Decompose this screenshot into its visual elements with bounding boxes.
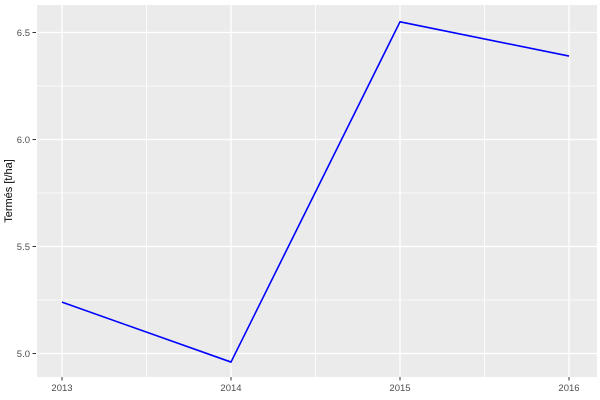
y-tick-label: 5.0 xyxy=(17,349,30,360)
y-tick-label: 6.5 xyxy=(17,28,30,39)
x-tick-label: 2015 xyxy=(389,383,410,394)
y-tick-label: 5.5 xyxy=(17,242,30,253)
plot-panel xyxy=(37,5,597,377)
y-axis-title: Termés [t/ha] xyxy=(3,159,15,223)
y-axis-tick-labels: 5.0 5.5 6.0 6.5 xyxy=(17,28,30,360)
y-tick-label: 6.0 xyxy=(17,135,30,146)
x-tick-label: 2014 xyxy=(220,383,241,394)
x-tick-label: 2016 xyxy=(558,383,579,394)
axis-tick-marks xyxy=(32,32,570,381)
x-tick-label: 2013 xyxy=(51,383,72,394)
data-line-termes xyxy=(61,20,570,363)
x-axis-tick-labels: 2013 2014 2015 2016 xyxy=(51,383,579,394)
major-gridlines xyxy=(37,5,597,377)
